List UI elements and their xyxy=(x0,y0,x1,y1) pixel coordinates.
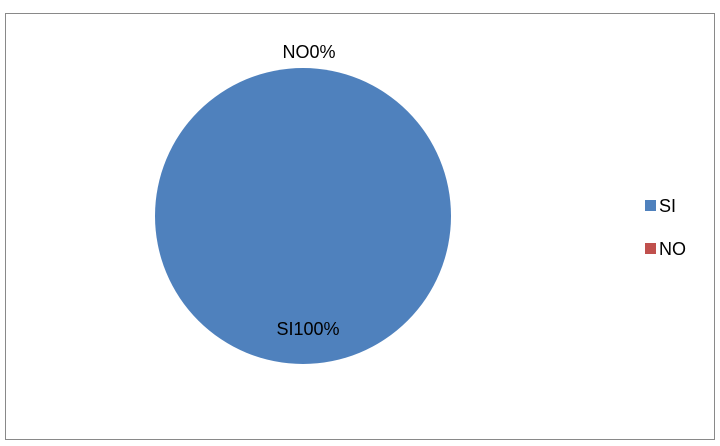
data-label-no: NO0% xyxy=(282,42,335,62)
pie-slice-si xyxy=(155,68,451,364)
legend-label-si: SI xyxy=(659,196,677,216)
data-label-si: SI100% xyxy=(276,319,339,339)
legend-item-no: NO xyxy=(645,239,686,259)
legend-label-no: NO xyxy=(659,239,686,259)
pie-slices xyxy=(155,68,451,364)
legend: SI NO xyxy=(645,196,686,282)
legend-item-si: SI xyxy=(645,196,686,216)
legend-swatch-no xyxy=(645,242,656,254)
legend-swatch-si xyxy=(645,199,656,211)
